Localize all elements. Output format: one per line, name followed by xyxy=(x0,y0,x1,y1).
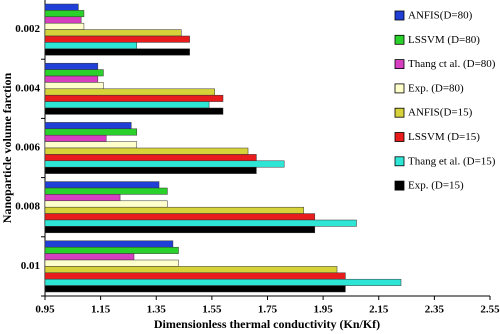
bar xyxy=(44,213,316,221)
legend-label: Exp. (D=15) xyxy=(408,180,464,192)
legend-label: LSSVM (D=15) xyxy=(408,131,480,143)
legend-label: LSSVM (D=80) xyxy=(408,34,480,46)
bar xyxy=(44,154,257,162)
bar xyxy=(44,62,99,70)
bar xyxy=(44,226,316,234)
x-tick-label: 2.35 xyxy=(425,304,445,316)
bar xyxy=(44,22,85,30)
bar xyxy=(44,285,346,293)
bar xyxy=(44,194,121,202)
legend-swatch xyxy=(394,132,405,142)
bar xyxy=(44,82,104,90)
bar xyxy=(44,266,338,274)
legend-swatch xyxy=(394,10,405,21)
y-tick-label: 0.01 xyxy=(21,260,40,272)
legend-swatch xyxy=(394,156,405,167)
bar xyxy=(44,29,182,37)
bar xyxy=(44,69,104,77)
bar xyxy=(44,42,138,50)
bar xyxy=(44,128,138,136)
legend-swatch xyxy=(394,180,405,191)
y-axis-title: Nanoparticle volume farction xyxy=(0,72,14,223)
legend-swatch xyxy=(394,107,405,118)
bar xyxy=(44,200,168,208)
bar xyxy=(44,219,357,227)
bar xyxy=(44,3,79,11)
legend-label: ANFIS(D=80) xyxy=(408,10,473,22)
bar xyxy=(44,134,107,142)
bar xyxy=(44,10,85,18)
bar xyxy=(44,141,138,149)
y-tick-label: 0.008 xyxy=(15,201,40,213)
x-tick-label: 1.35 xyxy=(147,304,167,316)
bar xyxy=(44,122,132,130)
x-tick-label: 1.15 xyxy=(91,304,111,316)
x-axis-title: Dimensionless thermal conductivity (Kn/K… xyxy=(154,317,380,331)
bar xyxy=(44,246,179,254)
x-tick-label: 1.55 xyxy=(202,304,222,316)
bar xyxy=(44,278,402,286)
y-tick-label: 0.002 xyxy=(15,23,40,35)
bar xyxy=(44,272,346,280)
legend-label: Thang et al. (D=15) xyxy=(408,155,496,167)
legend-label: Exp. (D=80) xyxy=(408,82,464,94)
legend-swatch xyxy=(394,34,405,45)
x-tick-label: 1.75 xyxy=(258,304,278,316)
bar xyxy=(44,147,249,155)
bar xyxy=(44,160,285,168)
bar xyxy=(44,166,257,174)
bar xyxy=(44,206,304,214)
x-tick-label: 2.55 xyxy=(480,304,500,316)
bar xyxy=(44,253,135,261)
x-tick-label: 1.95 xyxy=(314,304,334,316)
bar xyxy=(44,94,224,102)
bar xyxy=(44,88,215,96)
y-tick-label: 0.006 xyxy=(15,142,40,154)
bar xyxy=(44,75,99,83)
x-tick-label: 0.95 xyxy=(35,304,55,316)
bar xyxy=(44,187,168,195)
legend-label: ANFIS(D=15) xyxy=(408,107,473,119)
bar xyxy=(44,48,190,56)
legend-swatch xyxy=(394,83,405,94)
bar xyxy=(44,240,174,248)
y-tick-label: 0.004 xyxy=(15,82,40,94)
bar xyxy=(44,35,190,43)
legend-swatch xyxy=(394,59,405,69)
bar xyxy=(44,181,160,189)
bar xyxy=(44,101,210,109)
bar xyxy=(44,16,82,24)
x-tick-label: 2.15 xyxy=(369,304,389,316)
bar xyxy=(44,259,179,267)
legend-label: Thang ct al. (D=80) xyxy=(408,58,496,70)
bar xyxy=(44,107,224,115)
